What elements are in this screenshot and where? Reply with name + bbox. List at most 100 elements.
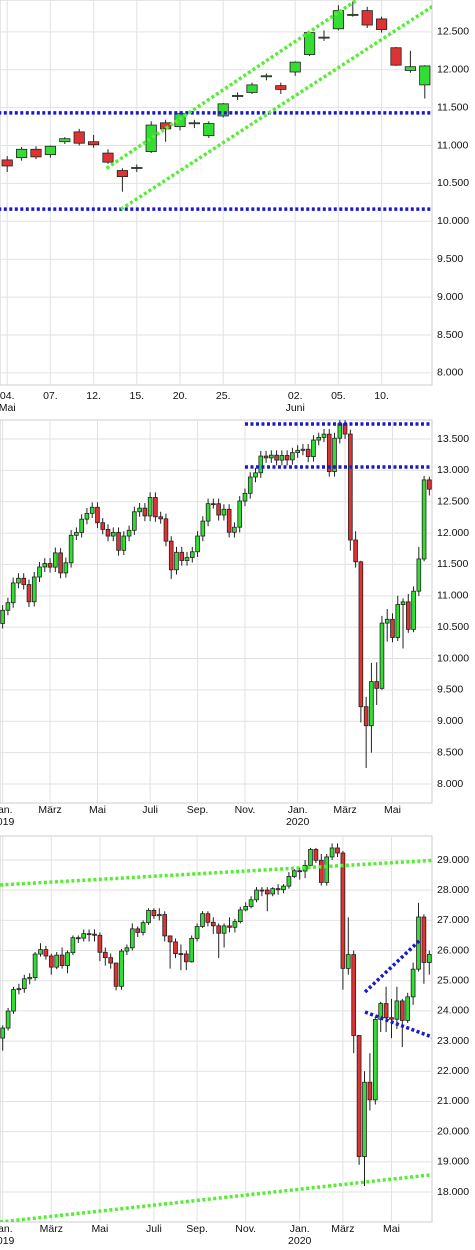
candle-body xyxy=(43,949,49,957)
candle-body xyxy=(221,508,227,516)
candle-body xyxy=(126,529,132,537)
candle-body xyxy=(411,590,416,630)
candle-body xyxy=(140,922,146,933)
y-tick-label: 9.500 xyxy=(437,684,463,696)
candle-body xyxy=(163,518,169,542)
x-tick-label: Sep. xyxy=(187,804,209,816)
candle-body xyxy=(92,933,97,936)
x-tick-label: März xyxy=(40,1223,63,1235)
x-tick-sublabel: 2020 xyxy=(288,1235,312,1247)
trend-line xyxy=(120,4,432,211)
candle-body xyxy=(295,449,300,454)
candle-body xyxy=(54,954,60,968)
candle-body xyxy=(318,36,330,39)
trend-line xyxy=(105,0,359,170)
candle-body xyxy=(156,914,162,917)
candle-body xyxy=(379,622,385,689)
candle-body xyxy=(284,455,290,461)
x-tick-label: Nov. xyxy=(235,804,256,816)
candle-body xyxy=(200,520,206,537)
candle-body xyxy=(384,618,390,624)
candle-body xyxy=(5,602,11,611)
candle-body xyxy=(5,1010,11,1029)
candle-body xyxy=(183,953,189,963)
candle-body xyxy=(27,977,33,980)
x-tick-label: Mai xyxy=(89,804,106,816)
candle-body xyxy=(174,551,179,571)
candle-body xyxy=(263,455,269,459)
chart-panel: 18.000 19.000 20.000 21.000 22.000 23.000 24.0… xyxy=(0,835,469,1247)
candle-body xyxy=(275,85,287,90)
x-tick-label: 20. xyxy=(173,390,188,402)
x-tick-label: Nov. xyxy=(235,1223,256,1235)
candle-body xyxy=(110,532,116,537)
x-tick-label: 02. xyxy=(288,390,303,402)
candle-body xyxy=(326,433,332,472)
y-tick-label: 12.000 xyxy=(437,527,469,539)
candle-body xyxy=(356,1035,362,1157)
x-tick-label: 15. xyxy=(129,390,144,402)
candle-body xyxy=(390,618,395,638)
candle-body xyxy=(16,148,28,159)
candle-body xyxy=(167,935,173,943)
candle-body xyxy=(253,472,258,478)
candle-body xyxy=(26,584,32,603)
candle-body xyxy=(188,122,200,125)
candle-body xyxy=(313,849,319,861)
candle-body xyxy=(281,885,286,891)
candle-body xyxy=(394,1000,400,1020)
candle-body xyxy=(345,954,351,969)
candle-body xyxy=(217,103,229,117)
candle-body xyxy=(116,170,128,177)
candle-body xyxy=(37,566,42,578)
y-tick-label: 11.500 xyxy=(437,558,468,570)
candle-body xyxy=(65,952,70,966)
candle-body xyxy=(226,508,232,533)
y-tick-label: 23.000 xyxy=(437,1035,469,1047)
candle-body xyxy=(246,84,258,93)
y-tick-label: 13.500 xyxy=(437,433,469,445)
candle-body xyxy=(124,947,130,952)
candle-body xyxy=(129,928,135,949)
candle-body xyxy=(264,889,270,895)
candle-body xyxy=(340,852,346,969)
candle-body xyxy=(0,609,5,624)
candle-body xyxy=(374,681,379,689)
candle-body xyxy=(211,503,216,506)
candle-body xyxy=(372,1018,378,1101)
y-tick-label: 25.000 xyxy=(437,975,469,987)
candle-body xyxy=(153,497,158,518)
candle-body xyxy=(216,925,222,934)
x-tick-label: Mai xyxy=(383,1223,400,1235)
candle-body xyxy=(362,1081,367,1157)
y-tick-label: 26.000 xyxy=(437,944,469,956)
x-tick-label: 10. xyxy=(374,390,389,402)
candle-body xyxy=(353,539,358,563)
y-tick-label: 10.500 xyxy=(437,621,469,633)
candle-body xyxy=(160,122,172,130)
candle-body xyxy=(274,454,279,461)
candle-body xyxy=(275,888,281,891)
y-tick-label: 8.000 xyxy=(437,778,463,790)
candle-body xyxy=(44,145,56,156)
y-tick-label: 8.000 xyxy=(437,367,463,379)
y-tick-label: 10.000 xyxy=(437,652,469,664)
candle-body xyxy=(0,1027,6,1039)
y-tick-label: 20.000 xyxy=(437,1125,469,1137)
candle-body xyxy=(390,47,402,66)
candle-body xyxy=(119,950,124,987)
x-tick-label: März xyxy=(38,804,61,816)
candle-body xyxy=(363,706,369,727)
trend-line xyxy=(0,1172,432,1222)
candle-body xyxy=(232,526,237,533)
candle-body xyxy=(86,933,92,936)
candle-body xyxy=(232,95,244,97)
candle-body xyxy=(113,962,119,987)
candle-body xyxy=(74,532,79,536)
x-tick-label: Juli xyxy=(146,1223,162,1235)
candle-body xyxy=(269,454,274,459)
candle-body xyxy=(376,18,388,30)
x-tick-label: 07. xyxy=(43,390,58,402)
candle-body xyxy=(383,1003,389,1019)
